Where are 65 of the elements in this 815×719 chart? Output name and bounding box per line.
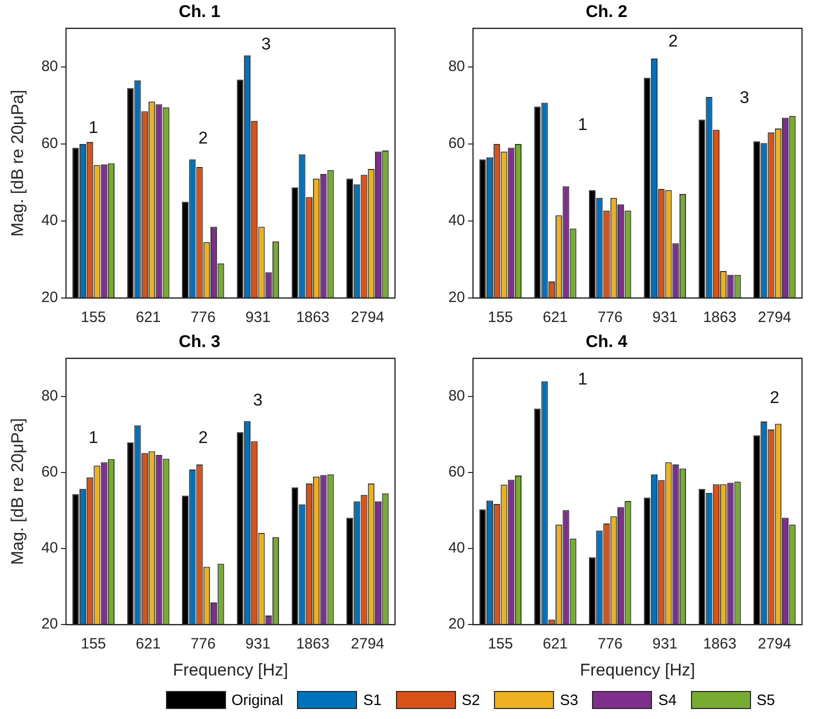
y-tick-label: 60 xyxy=(41,464,58,481)
annotation: 3 xyxy=(261,34,271,54)
x-tick-label: 776 xyxy=(190,636,216,653)
x-tick-label: 776 xyxy=(598,309,623,326)
x-tick-label: 931 xyxy=(652,309,678,326)
annotation: 1 xyxy=(578,369,588,388)
x-tick-label: 2794 xyxy=(758,309,792,326)
y-tick-label: 80 xyxy=(41,58,58,76)
y-tick-label: 40 xyxy=(448,540,465,557)
chart-title: Ch. 2 xyxy=(586,2,628,21)
annotation: 1 xyxy=(578,115,588,134)
y-axis-title: Mag. [dB re 20μPa] xyxy=(8,90,27,237)
y-tick-label: 60 xyxy=(448,135,465,152)
x-tick-label: 1863 xyxy=(296,636,330,653)
x-tick-label: 621 xyxy=(542,309,568,326)
chart-title: Ch. 1 xyxy=(178,2,220,21)
x-tick-label: 155 xyxy=(488,636,513,653)
x-tick-label: 776 xyxy=(598,636,623,653)
x-tick-label: 155 xyxy=(488,309,513,326)
chart-title: Ch. 3 xyxy=(178,332,220,351)
x-tick-label: 931 xyxy=(245,636,270,653)
x-axis-title: Frequency [Hz] xyxy=(172,660,288,680)
x-tick-label: 155 xyxy=(80,309,106,326)
y-tick-label: 40 xyxy=(41,540,58,557)
annotation: 3 xyxy=(740,88,750,108)
y-tick-label: 60 xyxy=(41,135,58,152)
y-tick-label: 40 xyxy=(448,212,465,230)
y-tick-label: 80 xyxy=(448,58,465,76)
legend-label: S5 xyxy=(756,692,775,708)
x-tick-label: 155 xyxy=(80,636,106,653)
y-tick-label: 20 xyxy=(41,289,58,306)
y-tick-label: 80 xyxy=(41,388,58,405)
annotation: 2 xyxy=(770,388,780,408)
x-tick-label: 1863 xyxy=(703,309,736,326)
legend-label: Original xyxy=(232,692,284,708)
y-tick-label: 80 xyxy=(448,388,465,405)
legend-label: S3 xyxy=(560,692,578,708)
y-tick-label: 20 xyxy=(448,616,465,633)
x-tick-label: 621 xyxy=(136,636,161,653)
annotation: 1 xyxy=(88,428,98,447)
y-tick-label: 20 xyxy=(448,289,465,306)
annotation: 3 xyxy=(253,390,263,410)
annotation: 1 xyxy=(88,118,98,137)
legend-label: S1 xyxy=(363,692,382,708)
x-tick-label: 2794 xyxy=(350,309,384,326)
x-tick-label: 1863 xyxy=(703,636,736,653)
chart-title: Ch. 4 xyxy=(586,332,628,351)
annotation: 2 xyxy=(198,428,208,447)
y-axis-title: Mag. [dB re 20μPa] xyxy=(8,418,27,565)
x-axis-title: Frequency [Hz] xyxy=(580,660,696,680)
x-tick-label: 931 xyxy=(652,636,678,653)
y-tick-label: 60 xyxy=(448,464,465,481)
x-tick-label: 776 xyxy=(190,309,216,326)
x-tick-label: 621 xyxy=(136,309,161,326)
x-tick-label: 2794 xyxy=(758,636,792,653)
legend-label: S2 xyxy=(462,692,480,708)
x-tick-label: 931 xyxy=(245,309,270,326)
y-tick-label: 20 xyxy=(41,616,58,633)
annotation: 2 xyxy=(668,32,678,51)
y-tick-label: 40 xyxy=(41,212,58,230)
legend-label: S4 xyxy=(658,692,677,708)
x-tick-label: 621 xyxy=(542,636,568,653)
annotation: 2 xyxy=(198,128,208,148)
x-tick-label: 2794 xyxy=(350,636,384,653)
x-tick-label: 1863 xyxy=(296,309,330,326)
